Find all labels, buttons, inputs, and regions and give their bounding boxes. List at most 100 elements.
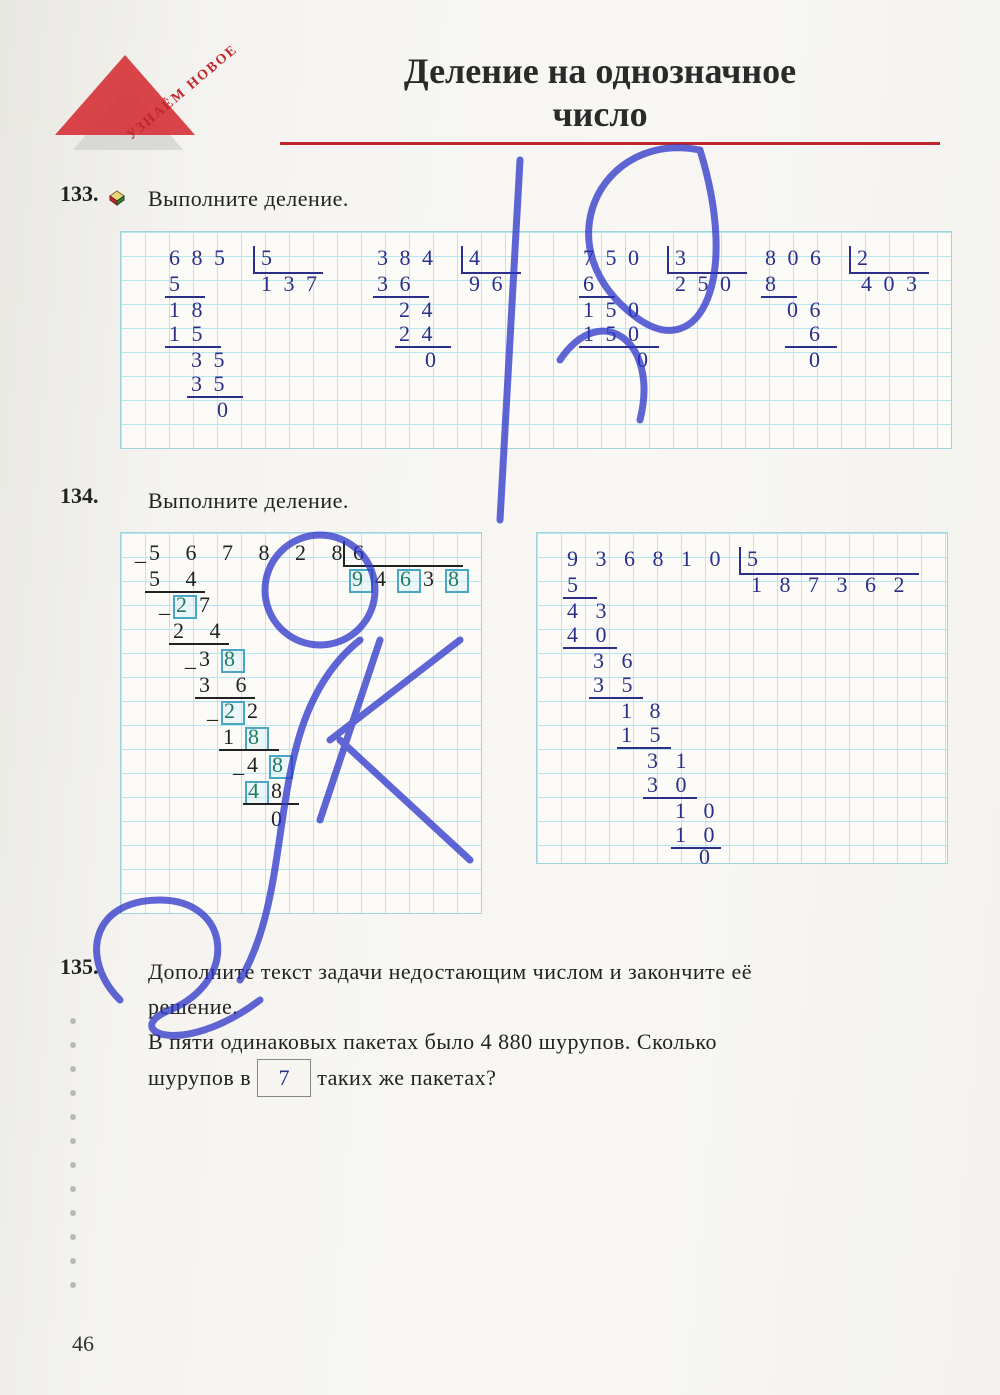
pb-divisor: 5 <box>747 547 761 571</box>
pa-q1: 9 <box>352 567 366 591</box>
page-number: 46 <box>72 1331 94 1357</box>
p2-s2: 2 4 <box>399 322 436 346</box>
pb-r2: 4 0 <box>567 623 613 647</box>
p1-s5: 0 <box>217 398 231 422</box>
page-title: Деление на однозначное число <box>0 50 1000 136</box>
minus: _ <box>233 753 248 777</box>
p2-quotient: 9 6 <box>469 272 506 296</box>
p1-u3 <box>187 396 243 398</box>
pb-u10 <box>671 847 721 849</box>
pb-r10: 1 0 <box>675 823 721 847</box>
pa-g1: 2 <box>176 593 190 617</box>
minus: _ <box>159 593 174 617</box>
pa-r6a: 1 <box>223 725 238 749</box>
pa-dividend: 5 6 7 8 2 8 <box>149 541 353 565</box>
pb-quotient: 1 8 7 3 6 2 <box>751 573 911 597</box>
exercise-135: 135. Дополните текст задачи недостающим … <box>60 954 950 1097</box>
pa-u6 <box>219 749 279 751</box>
pb-r11: 0 <box>699 845 713 869</box>
p3-s1: 1 5 0 <box>583 298 642 322</box>
pa-u0 <box>145 591 205 593</box>
p2-s1: 2 4 <box>399 298 436 322</box>
ex135-line3b-after: таких же пакетах? <box>317 1065 496 1090</box>
pa-r9: 0 <box>271 807 286 831</box>
minus: _ <box>135 541 150 565</box>
p1-divisor: 5 <box>261 246 275 270</box>
ex135-line1: Дополните текст задачи недостающим число… <box>148 959 752 984</box>
title-line-1: Деление на однозначное <box>404 51 796 91</box>
pb-dividend: 9 3 6 8 1 0 <box>567 547 727 571</box>
grid-panel-134b: 9 3 6 8 1 0 5 1 8 7 3 6 2 5 4 3 4 0 3 6 … <box>536 532 948 864</box>
p3-divline-v <box>667 246 669 272</box>
pa-q2: 4 <box>375 567 390 591</box>
p4-s0: 8 <box>765 272 779 296</box>
exercise-number: 133. <box>60 181 130 207</box>
pa-r1b: 7 <box>199 593 214 617</box>
pa-g2: 8 <box>224 647 238 671</box>
pa-r3a: 3 <box>199 647 214 671</box>
ex135-line2: решение. <box>148 994 238 1019</box>
p2-s3: 0 <box>425 348 439 372</box>
exercise-prompt: Выполните деление. <box>148 181 950 216</box>
pa-r5b: 2 <box>247 699 262 723</box>
p1-s0: 5 <box>169 272 183 296</box>
margin-dots <box>70 1000 76 1306</box>
pa-q3: 6 <box>400 567 414 591</box>
pa-divisor: 6 <box>353 541 368 565</box>
pa-q5: 8 <box>448 567 462 591</box>
pa-g3: 2 <box>224 699 238 723</box>
exercise-133: 133. Выполните деление. 6 8 5 5 1 3 7 5 … <box>60 181 950 448</box>
pb-r8: 3 0 <box>647 773 693 797</box>
p3-divisor: 3 <box>675 246 689 270</box>
title-line-2: число <box>552 94 647 134</box>
grid-panel-134a: 5 6 7 8 2 8 6 9 4 6 3 8 _ 5 4 2 7 _ 2 4 … <box>120 532 482 914</box>
pb-r5: 1 8 <box>621 699 667 723</box>
p3-quotient: 2 5 0 <box>675 272 734 296</box>
ex-num-text: 133. <box>60 181 99 206</box>
p4-divisor: 2 <box>857 246 871 270</box>
pa-g5: 8 <box>272 753 286 777</box>
pb-r3: 3 6 <box>593 649 639 673</box>
p3-dividend: 7 5 0 <box>583 246 642 270</box>
page-root: УЗНАЁМ НОВОЕ Деление на однозначное числ… <box>0 0 1000 1395</box>
p1-s1: 1 8 <box>169 298 206 322</box>
exercise-number: 135. <box>60 954 99 980</box>
p4-s2: 6 <box>809 322 823 346</box>
p3-s3: 0 <box>637 348 651 372</box>
p1-dividend: 6 8 5 <box>169 246 228 270</box>
p3-s2: 1 5 0 <box>583 322 642 346</box>
p2-u2 <box>395 346 451 348</box>
grid-panel-133: 6 8 5 5 1 3 7 5 1 8 1 5 3 5 3 5 0 3 8 4 … <box>120 231 952 449</box>
p4-divline-v <box>849 246 851 272</box>
fill-in-box[interactable]: 7 <box>257 1059 311 1096</box>
p2-dividend: 3 8 4 <box>377 246 436 270</box>
p4-s3: 0 <box>809 348 823 372</box>
p1-quotient: 1 3 7 <box>261 272 320 296</box>
p4-quotient: 4 0 3 <box>861 272 920 296</box>
minus: _ <box>207 699 222 723</box>
title-rule <box>280 142 940 145</box>
pa-r4: 3 6 <box>199 673 257 697</box>
pa-u8 <box>243 803 299 805</box>
p3-s0: 6 <box>583 272 597 296</box>
exercise-prompt: Выполните деление. <box>148 483 950 518</box>
minus: _ <box>185 647 200 671</box>
ex135-line3b-before: шурупов в <box>148 1065 257 1090</box>
pb-r9: 1 0 <box>675 799 721 823</box>
exercise-number: 134. <box>60 483 99 509</box>
pa-r8b: 8 <box>271 779 286 803</box>
p4-dividend: 8 0 6 <box>765 246 824 270</box>
p1-s3: 3 5 <box>191 348 228 372</box>
pa-r7a: 4 <box>247 753 262 777</box>
exercise-135-body: Дополните текст задачи недостающим число… <box>148 954 950 1097</box>
pa-u2 <box>169 643 229 645</box>
pa-g4: 8 <box>248 725 262 749</box>
exercise-134: 134. Выполните деление. 5 6 7 8 2 8 6 9 … <box>60 483 950 914</box>
pb-r4: 3 5 <box>593 673 639 697</box>
page-header: Деление на однозначное число <box>0 0 1000 145</box>
pa-g6: 4 <box>248 779 262 803</box>
pb-r0: 5 <box>567 573 581 597</box>
p1-s2: 1 5 <box>169 322 206 346</box>
p2-s0: 3 6 <box>377 272 414 296</box>
p2-divline-v <box>461 246 463 272</box>
